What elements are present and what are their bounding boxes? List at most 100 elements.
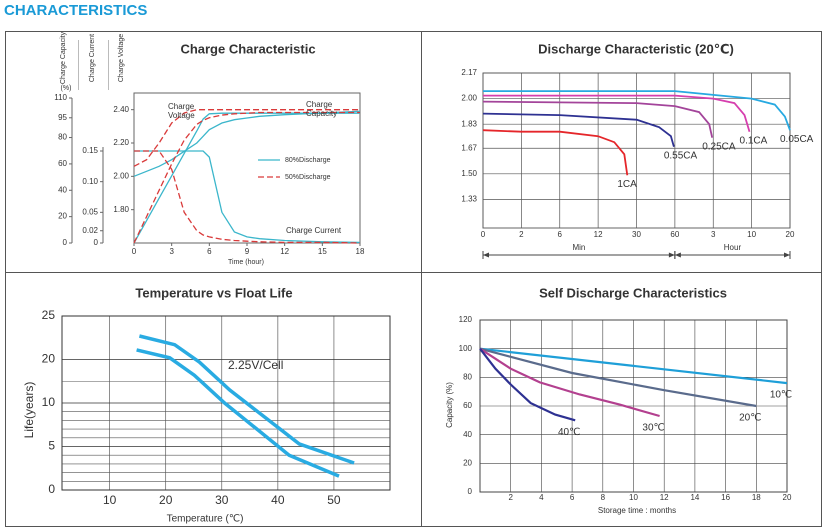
series-label: 40℃ [558, 427, 580, 438]
x-tick-label: 3 [711, 230, 716, 239]
y2-tick-label: 0.02 [82, 226, 98, 235]
x-tick-label: 10 [747, 230, 756, 239]
x-tick-label: 9 [245, 247, 250, 256]
y-tick-label: 25 [42, 308, 56, 322]
line-series [479, 348, 576, 422]
y3-tick-label: 95 [58, 113, 67, 122]
y-axis-label: Life(years) [22, 382, 36, 439]
outer-frame [5, 31, 822, 527]
y-tick-label: 1.83 [461, 119, 477, 128]
line-series [133, 112, 360, 244]
chart-title: Self Discharge Characteristics [539, 285, 727, 300]
series-label: 0.55CA [664, 150, 698, 161]
y3-tick-label: 60 [58, 159, 67, 168]
line-series [479, 347, 660, 418]
annotation: Charge Voltage [168, 102, 195, 120]
line-series [479, 347, 757, 408]
y-tick-label: 2.00 [113, 171, 129, 180]
y2-tick-label: 0 [94, 238, 99, 247]
line-series [136, 348, 340, 478]
x-tick-label: 3 [169, 247, 174, 256]
chart-title: Discharge Characteristic (20℃) [538, 41, 734, 56]
y-tick-label: 40 [463, 430, 472, 439]
x-tick-label: 10 [103, 493, 117, 507]
series-label: 30℃ [642, 423, 664, 434]
x-tick-label: 30 [632, 230, 641, 239]
y3-tick-label: 0 [63, 238, 68, 247]
y-tick-label: 2.00 [461, 94, 477, 103]
line-series [482, 100, 714, 138]
x-tick-label: 60 [670, 230, 679, 239]
line-series [482, 129, 629, 176]
x-tick-label: 6 [207, 247, 212, 256]
y-tick-label: 20 [463, 458, 472, 467]
y2-tick-label: 0.05 [82, 207, 98, 216]
x-tick-label: 50 [327, 493, 341, 507]
y-tick-label: 1.80 [113, 205, 129, 214]
y-tick-label: 20 [42, 352, 56, 366]
x-tick-label: 20 [159, 493, 173, 507]
x-unit-label: Hour [724, 243, 742, 252]
y-tick-label: 120 [459, 315, 473, 324]
y-tick-label: 2.20 [113, 138, 129, 147]
x-unit-label: Min [572, 243, 585, 252]
legend-label: 50%Discharge [285, 174, 331, 181]
line-series [133, 111, 360, 244]
chart-title: Temperature vs Float Life [135, 285, 292, 300]
x-tick-label: 14 [690, 493, 699, 502]
line-series [483, 94, 751, 132]
x-tick-label: 6 [558, 230, 563, 239]
x-axis-label: Storage time : months [598, 506, 676, 515]
legend-label: 80%Discharge [285, 157, 331, 164]
line-series [133, 110, 361, 177]
x-tick-label: 6 [570, 493, 575, 502]
page-title: CHARACTERISTICS [4, 2, 147, 19]
x-tick-label: 20 [786, 230, 795, 239]
y-axis-label: Capacity (%) [445, 382, 454, 428]
y-tick-label: 10 [42, 395, 56, 409]
line-series [138, 334, 355, 465]
x-tick-label: 30 [215, 493, 229, 507]
y-tick-label: 60 [463, 401, 472, 410]
x-tick-label: 4 [539, 493, 544, 502]
x-tick-label: 0 [481, 230, 486, 239]
x-tick-label: 16 [721, 493, 730, 502]
annotation: Charge Current [286, 226, 342, 235]
series-label: 0.05CA [780, 134, 814, 145]
series-label: 20℃ [739, 413, 761, 424]
line-series [134, 150, 361, 244]
x-tick-label: 40 [271, 493, 285, 507]
annotation: Charge Capacity [306, 100, 337, 118]
series-label: 10℃ [770, 390, 792, 401]
y3-axis-unit: (%) [61, 85, 72, 92]
y-tick-label: 100 [459, 344, 473, 353]
y-tick-label: 80 [463, 372, 472, 381]
x-tick-label: 8 [601, 493, 606, 502]
line-series [479, 347, 788, 385]
x-tick-label: 12 [280, 247, 289, 256]
y3-tick-label: 20 [58, 212, 67, 221]
y3-axis-label: Charge Capacity [60, 31, 67, 84]
line-series [482, 112, 675, 147]
series-label: 0.1CA [740, 135, 768, 146]
x-tick-label: 10 [629, 493, 638, 502]
y3-tick-label: 40 [58, 185, 67, 194]
y2-tick-label: 0.15 [82, 146, 98, 155]
x-tick-label: 15 [318, 247, 327, 256]
y3-tick-label: 110 [54, 93, 67, 102]
x-tick-label: 12 [594, 230, 603, 239]
series-label: 1CA [617, 179, 637, 190]
line-series [133, 109, 360, 167]
series-label: 0.25CA [702, 141, 736, 152]
x-tick-label: 20 [783, 493, 792, 502]
x-tick-label: 2 [519, 230, 524, 239]
y-tick-label: 1.50 [461, 169, 477, 178]
y-tick-label: 2.17 [461, 68, 477, 77]
y-axis-label: Charge Voltage [118, 34, 125, 82]
x-tick-label: 0 [132, 247, 137, 256]
x-tick-label: 18 [752, 493, 761, 502]
y2-tick-label: 0.10 [82, 177, 98, 186]
x-tick-label: 2 [508, 493, 513, 502]
